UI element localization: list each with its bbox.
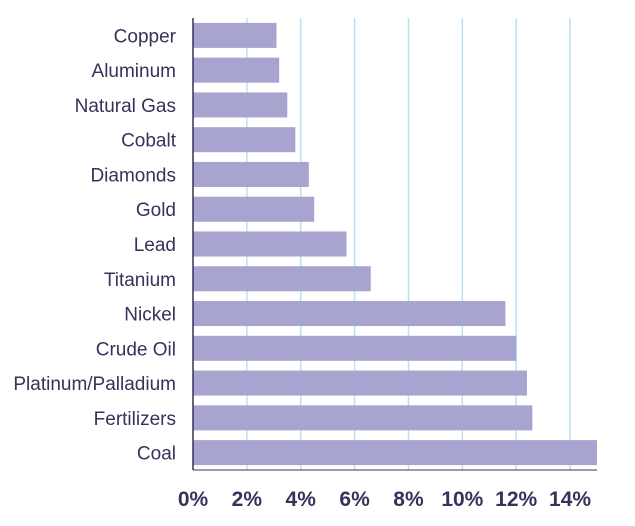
bar-crude-oil [193, 335, 517, 361]
category-label: Platinum/Palladium [13, 374, 176, 395]
x-tick-label: 0% [178, 488, 209, 511]
bar-natural-gas [193, 92, 288, 118]
x-tick-label: 2% [232, 488, 263, 511]
x-tick-labels: 0% 2% 4% 6% 8% 10% 12% 14% [178, 488, 592, 511]
category-label: Copper [114, 26, 177, 47]
category-label: Gold [136, 200, 176, 221]
x-tick-label: 6% [339, 488, 370, 511]
x-tick-label: 14% [549, 488, 591, 511]
bar-lead [193, 231, 347, 257]
bar-fertilizers [193, 405, 533, 431]
category-label: Titanium [104, 270, 176, 291]
category-label: Natural Gas [75, 96, 176, 117]
bar-platinum-palladium [193, 370, 527, 396]
bar-gold [193, 196, 315, 222]
bar-cobalt [193, 127, 296, 153]
grid-lines [246, 18, 571, 470]
category-label: Cobalt [121, 131, 177, 152]
category-label: Aluminum [92, 61, 176, 82]
category-label: Fertilizers [94, 409, 176, 430]
category-label: Nickel [124, 305, 176, 326]
category-label: Coal [137, 444, 176, 465]
bar-titanium [193, 266, 371, 292]
category-label: Lead [134, 235, 176, 256]
x-tick-label: 4% [286, 488, 317, 511]
category-labels: Copper Aluminum Natural Gas Cobalt Diamonds G… [13, 26, 176, 464]
bar-diamonds [193, 161, 309, 187]
bar-aluminum [193, 57, 280, 83]
bars [193, 22, 597, 466]
x-tick-label: 8% [393, 488, 424, 511]
bar-coal [193, 440, 597, 466]
x-tick-label: 12% [495, 488, 537, 511]
bar-nickel [193, 301, 506, 327]
x-tick-label: 10% [441, 488, 483, 511]
bar-copper [193, 22, 277, 48]
category-label: Crude Oil [96, 339, 176, 360]
category-label: Diamonds [90, 165, 176, 186]
